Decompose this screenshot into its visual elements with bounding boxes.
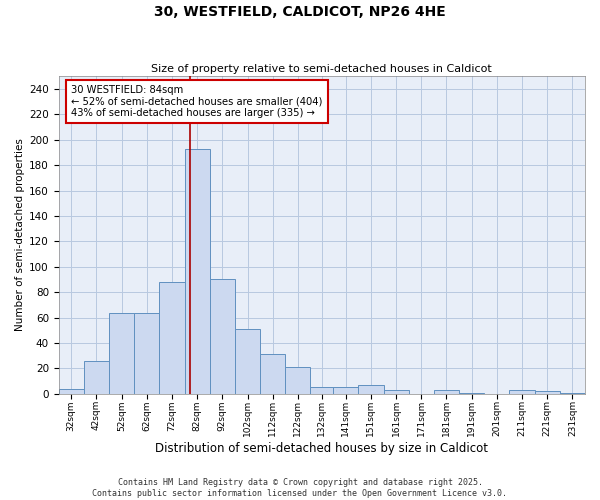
Bar: [59, 388, 84, 394]
Bar: [210, 280, 235, 394]
Text: Contains HM Land Registry data © Crown copyright and database right 2025.
Contai: Contains HM Land Registry data © Crown c…: [92, 478, 508, 498]
Bar: [235, 329, 260, 394]
Title: Size of property relative to semi-detached houses in Caldicot: Size of property relative to semi-detach…: [151, 64, 492, 74]
Text: 30, WESTFIELD, CALDICOT, NP26 4HE: 30, WESTFIELD, CALDICOT, NP26 4HE: [154, 5, 446, 19]
Bar: [84, 361, 109, 394]
Bar: [310, 388, 333, 394]
Bar: [134, 312, 160, 394]
Bar: [185, 148, 210, 394]
Bar: [509, 390, 535, 394]
Bar: [286, 367, 310, 394]
Bar: [459, 392, 484, 394]
Bar: [560, 392, 585, 394]
Bar: [434, 390, 459, 394]
Bar: [383, 390, 409, 394]
Y-axis label: Number of semi-detached properties: Number of semi-detached properties: [15, 138, 25, 332]
Bar: [333, 388, 358, 394]
Bar: [358, 385, 383, 394]
Bar: [535, 392, 560, 394]
Bar: [160, 282, 185, 394]
Text: 30 WESTFIELD: 84sqm
← 52% of semi-detached houses are smaller (404)
43% of semi-: 30 WESTFIELD: 84sqm ← 52% of semi-detach…: [71, 85, 323, 118]
Bar: [109, 312, 134, 394]
Bar: [260, 354, 286, 394]
X-axis label: Distribution of semi-detached houses by size in Caldicot: Distribution of semi-detached houses by …: [155, 442, 488, 455]
